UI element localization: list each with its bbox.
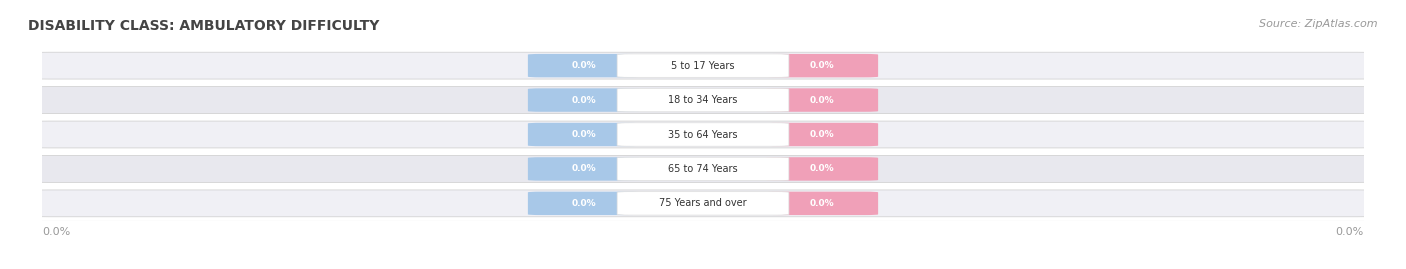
Text: 0.0%: 0.0% — [810, 95, 834, 105]
FancyBboxPatch shape — [617, 54, 789, 77]
Text: 35 to 64 Years: 35 to 64 Years — [668, 129, 738, 140]
FancyBboxPatch shape — [30, 155, 1376, 182]
FancyBboxPatch shape — [527, 54, 640, 77]
Text: 75 Years and over: 75 Years and over — [659, 198, 747, 208]
Text: 0.0%: 0.0% — [572, 130, 596, 139]
FancyBboxPatch shape — [766, 192, 879, 215]
FancyBboxPatch shape — [617, 157, 789, 181]
FancyBboxPatch shape — [527, 123, 640, 146]
Text: 0.0%: 0.0% — [572, 95, 596, 105]
Text: 0.0%: 0.0% — [810, 61, 834, 70]
FancyBboxPatch shape — [527, 157, 640, 181]
FancyBboxPatch shape — [30, 52, 1376, 79]
Text: 0.0%: 0.0% — [572, 199, 596, 208]
Text: 5 to 17 Years: 5 to 17 Years — [671, 61, 735, 71]
Text: DISABILITY CLASS: AMBULATORY DIFFICULTY: DISABILITY CLASS: AMBULATORY DIFFICULTY — [28, 19, 380, 33]
FancyBboxPatch shape — [617, 88, 789, 112]
Text: 0.0%: 0.0% — [810, 164, 834, 174]
FancyBboxPatch shape — [766, 54, 879, 77]
FancyBboxPatch shape — [30, 121, 1376, 148]
FancyBboxPatch shape — [766, 157, 879, 181]
FancyBboxPatch shape — [617, 192, 789, 215]
Text: Source: ZipAtlas.com: Source: ZipAtlas.com — [1260, 19, 1378, 29]
Text: 0.0%: 0.0% — [42, 227, 70, 237]
FancyBboxPatch shape — [766, 88, 879, 112]
FancyBboxPatch shape — [527, 88, 640, 112]
FancyBboxPatch shape — [30, 87, 1376, 114]
Text: 18 to 34 Years: 18 to 34 Years — [668, 95, 738, 105]
Text: 0.0%: 0.0% — [572, 164, 596, 174]
FancyBboxPatch shape — [766, 123, 879, 146]
Text: 65 to 74 Years: 65 to 74 Years — [668, 164, 738, 174]
FancyBboxPatch shape — [527, 192, 640, 215]
FancyBboxPatch shape — [30, 190, 1376, 217]
Text: 0.0%: 0.0% — [810, 199, 834, 208]
FancyBboxPatch shape — [617, 123, 789, 146]
Text: 0.0%: 0.0% — [810, 130, 834, 139]
Text: 0.0%: 0.0% — [1336, 227, 1364, 237]
Text: 0.0%: 0.0% — [572, 61, 596, 70]
